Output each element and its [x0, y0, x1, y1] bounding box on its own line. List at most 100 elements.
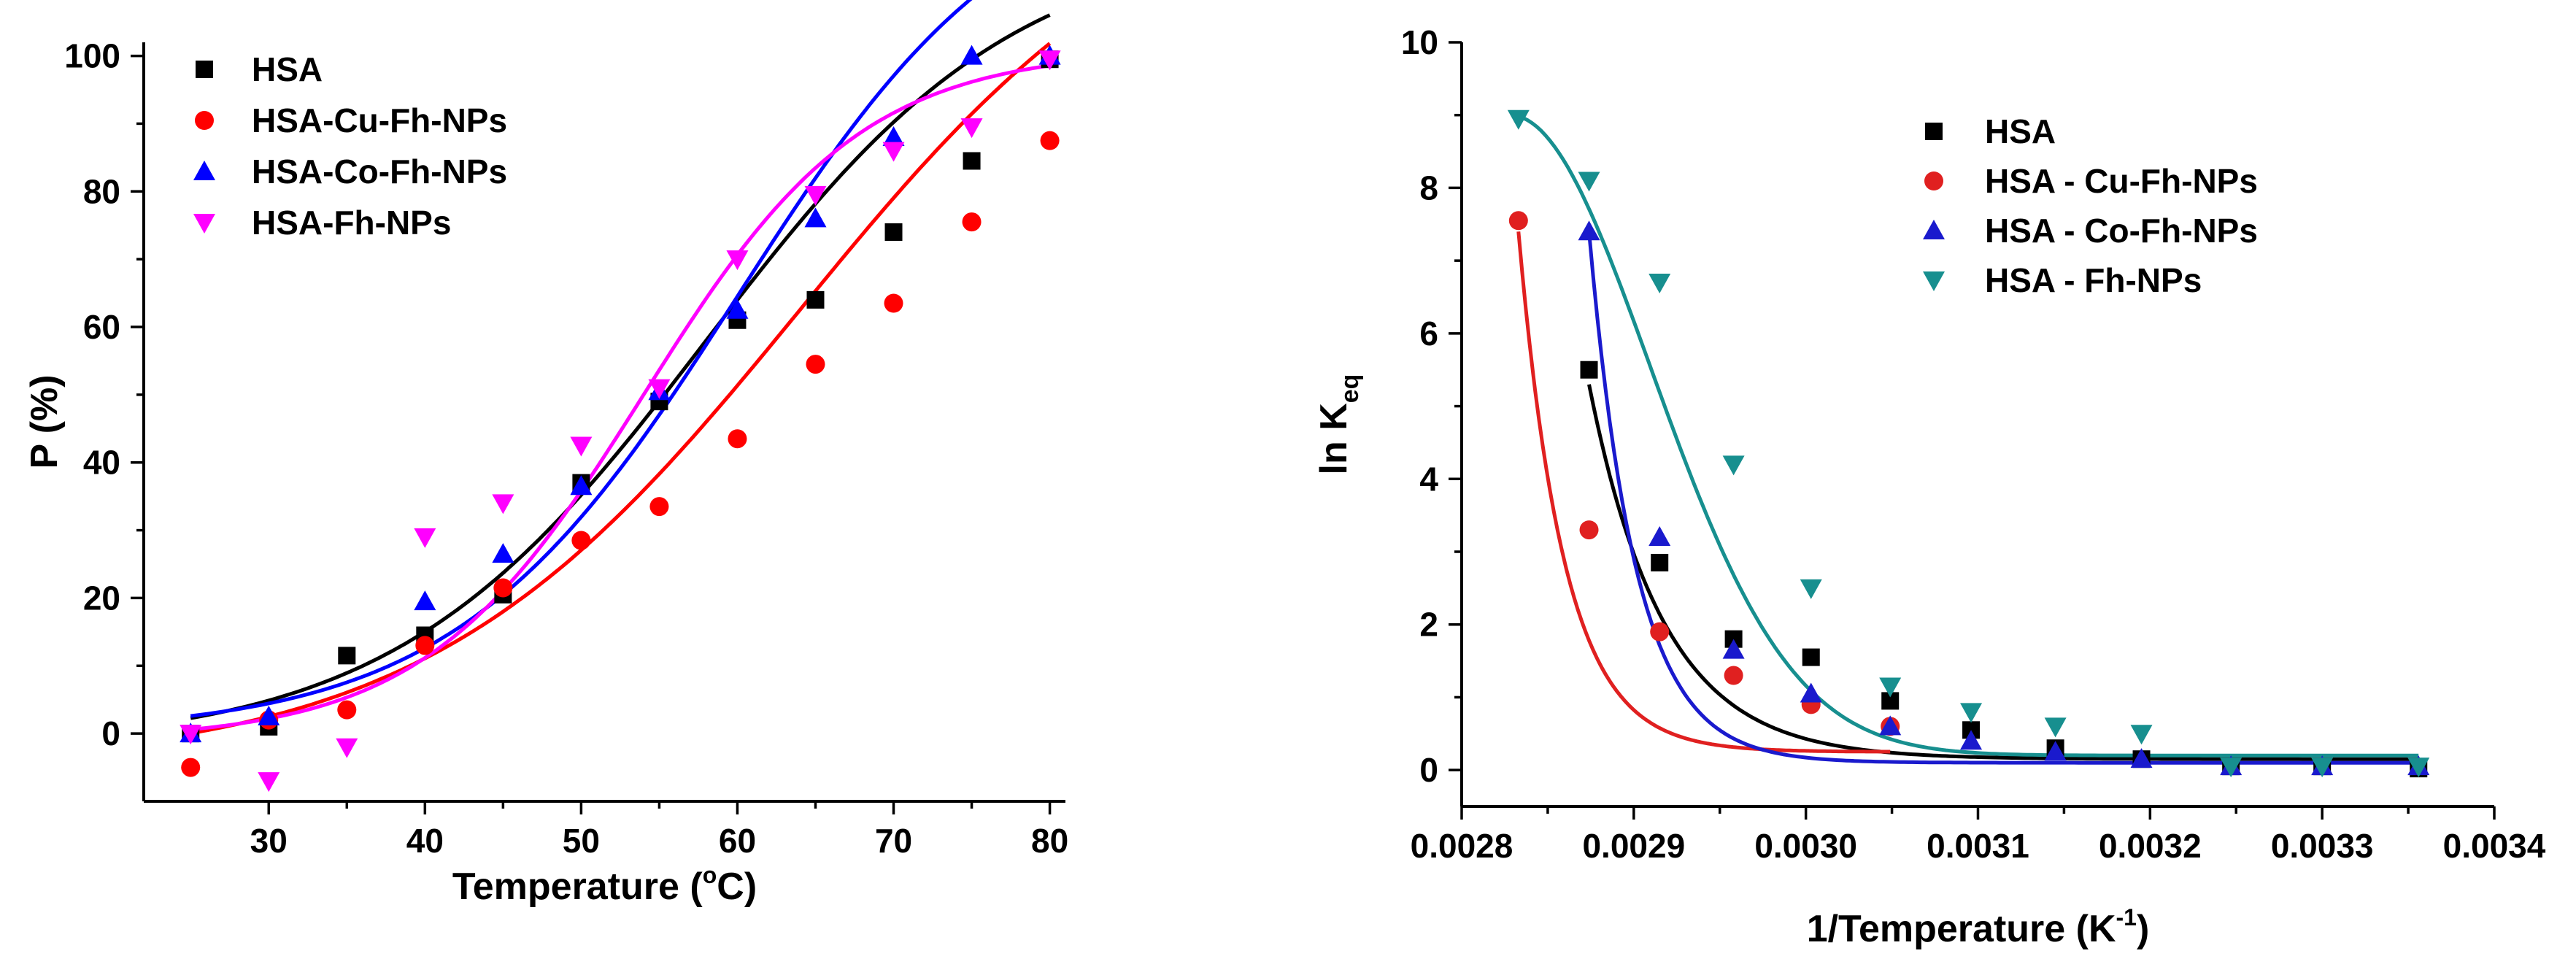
data-point [648, 379, 671, 399]
x-tick-label: 50 [563, 822, 600, 860]
legend-marker [1924, 172, 1943, 190]
data-point [570, 475, 593, 496]
legend-label: HSA-Co-Fh-NPs [252, 153, 507, 190]
data-point [1960, 703, 1983, 723]
data-point [181, 758, 201, 777]
data-point [2407, 758, 2430, 778]
data-point [1040, 131, 1060, 150]
x-tick-label: 40 [406, 822, 444, 860]
legend-label: HSA - Cu-Fh-NPs [1985, 162, 2258, 200]
fit-curve [190, 0, 973, 718]
data-point [2044, 717, 2067, 738]
data-point [258, 772, 280, 793]
data-point [2311, 758, 2334, 778]
data-point [571, 531, 591, 550]
data-point [884, 223, 903, 241]
x-tick-label: 0.0032 [2099, 827, 2202, 865]
x-axis-title: Temperature (oC) [452, 862, 757, 908]
legend-marker [195, 111, 214, 130]
y-tick-label: 100 [64, 37, 120, 75]
y-tick-label: 2 [1419, 606, 1438, 644]
data-point [2044, 741, 2067, 761]
data-point [1960, 730, 1983, 750]
fit-curve [1587, 384, 2419, 761]
data-point [1507, 109, 1530, 130]
data-point [806, 355, 825, 374]
data-point [2220, 758, 2243, 778]
data-point [1648, 274, 1671, 294]
data-point [962, 212, 982, 232]
data-point [960, 45, 983, 65]
legend-label: HSA-Cu-Fh-NPs [252, 101, 507, 139]
x-tick-label: 70 [875, 822, 912, 860]
data-point [1802, 648, 1820, 666]
data-point [882, 126, 905, 146]
data-point [1879, 677, 1902, 698]
data-point [1724, 666, 1743, 685]
chart-percent-vs-temperature: 30 40 50 60 70 80 0 20 40 60 80 100 Temperature (oC)… [23, 0, 1068, 908]
data-point [180, 725, 202, 745]
data-point [2130, 748, 2153, 768]
legend-marker [196, 61, 213, 78]
x-axis-title: 1/Temperature (K-1) [1807, 904, 2150, 950]
data-point [1508, 211, 1528, 231]
data-point [570, 436, 593, 457]
legend-label: HSA - Co-Fh-NPs [1985, 212, 2258, 250]
legend-label: HSA [1985, 112, 2056, 150]
data-point [492, 543, 514, 563]
legend-marker [1923, 220, 1945, 239]
y-tick-label: 80 [83, 172, 120, 210]
x-tick-label: 0.0031 [1927, 827, 2029, 865]
x-tick-label: 0.0029 [1582, 827, 1685, 865]
fit-curve [190, 63, 1050, 732]
data-point [258, 705, 280, 725]
data-point [1722, 455, 1745, 476]
data-point [1038, 50, 1061, 71]
data-point [1578, 172, 1600, 192]
y-tick-label: 60 [83, 308, 120, 346]
data-point [414, 528, 436, 548]
data-point [804, 185, 827, 206]
y-axis-title: ln Keq [1313, 374, 1364, 475]
data-point [806, 290, 825, 309]
data-point [884, 293, 903, 313]
fit-curve [190, 42, 1052, 736]
data-point [336, 738, 358, 758]
chart-lnkeq-vs-inverse-temperature: 0.0028 0.0029 0.0030 0.0031 0.0032 0.0033 0.00… [1313, 23, 2546, 950]
x-tick-label: 0.0028 [1411, 827, 1513, 865]
data-point [1879, 715, 1902, 736]
data-point [728, 429, 747, 449]
data-point [1580, 361, 1598, 379]
x-tick-label: 80 [1031, 822, 1068, 860]
y-tick-label: 8 [1419, 169, 1438, 207]
fit-curve [1517, 115, 2419, 758]
data-point [1578, 220, 1600, 241]
y-tick-label: 0 [1419, 751, 1438, 789]
x-tick-label: 30 [250, 822, 288, 860]
legend-marker [193, 161, 215, 180]
data-point [1579, 520, 1599, 540]
fit-curve [1587, 231, 2419, 765]
data-point [493, 578, 513, 598]
legend-label: HSA [252, 50, 323, 88]
data-point [415, 636, 435, 655]
data-point [960, 118, 983, 139]
data-point [649, 497, 669, 517]
data-point [1648, 526, 1671, 547]
legend-marker [1925, 123, 1943, 140]
x-tick-label: 0.0033 [2271, 827, 2374, 865]
data-point [726, 298, 749, 319]
legend-label: HSA - Fh-NPs [1985, 261, 2202, 299]
data-point [882, 142, 905, 162]
x-tick-label: 0.0034 [2443, 827, 2546, 865]
data-point [726, 250, 749, 271]
data-point [338, 647, 356, 665]
data-point [1722, 639, 1745, 659]
data-point [414, 590, 436, 611]
data-point [2130, 725, 2153, 745]
y-tick-label: 4 [1419, 460, 1438, 498]
data-point [1651, 553, 1669, 571]
y-tick-label: 6 [1419, 315, 1438, 352]
x-tick-label: 0.0030 [1754, 827, 1857, 865]
